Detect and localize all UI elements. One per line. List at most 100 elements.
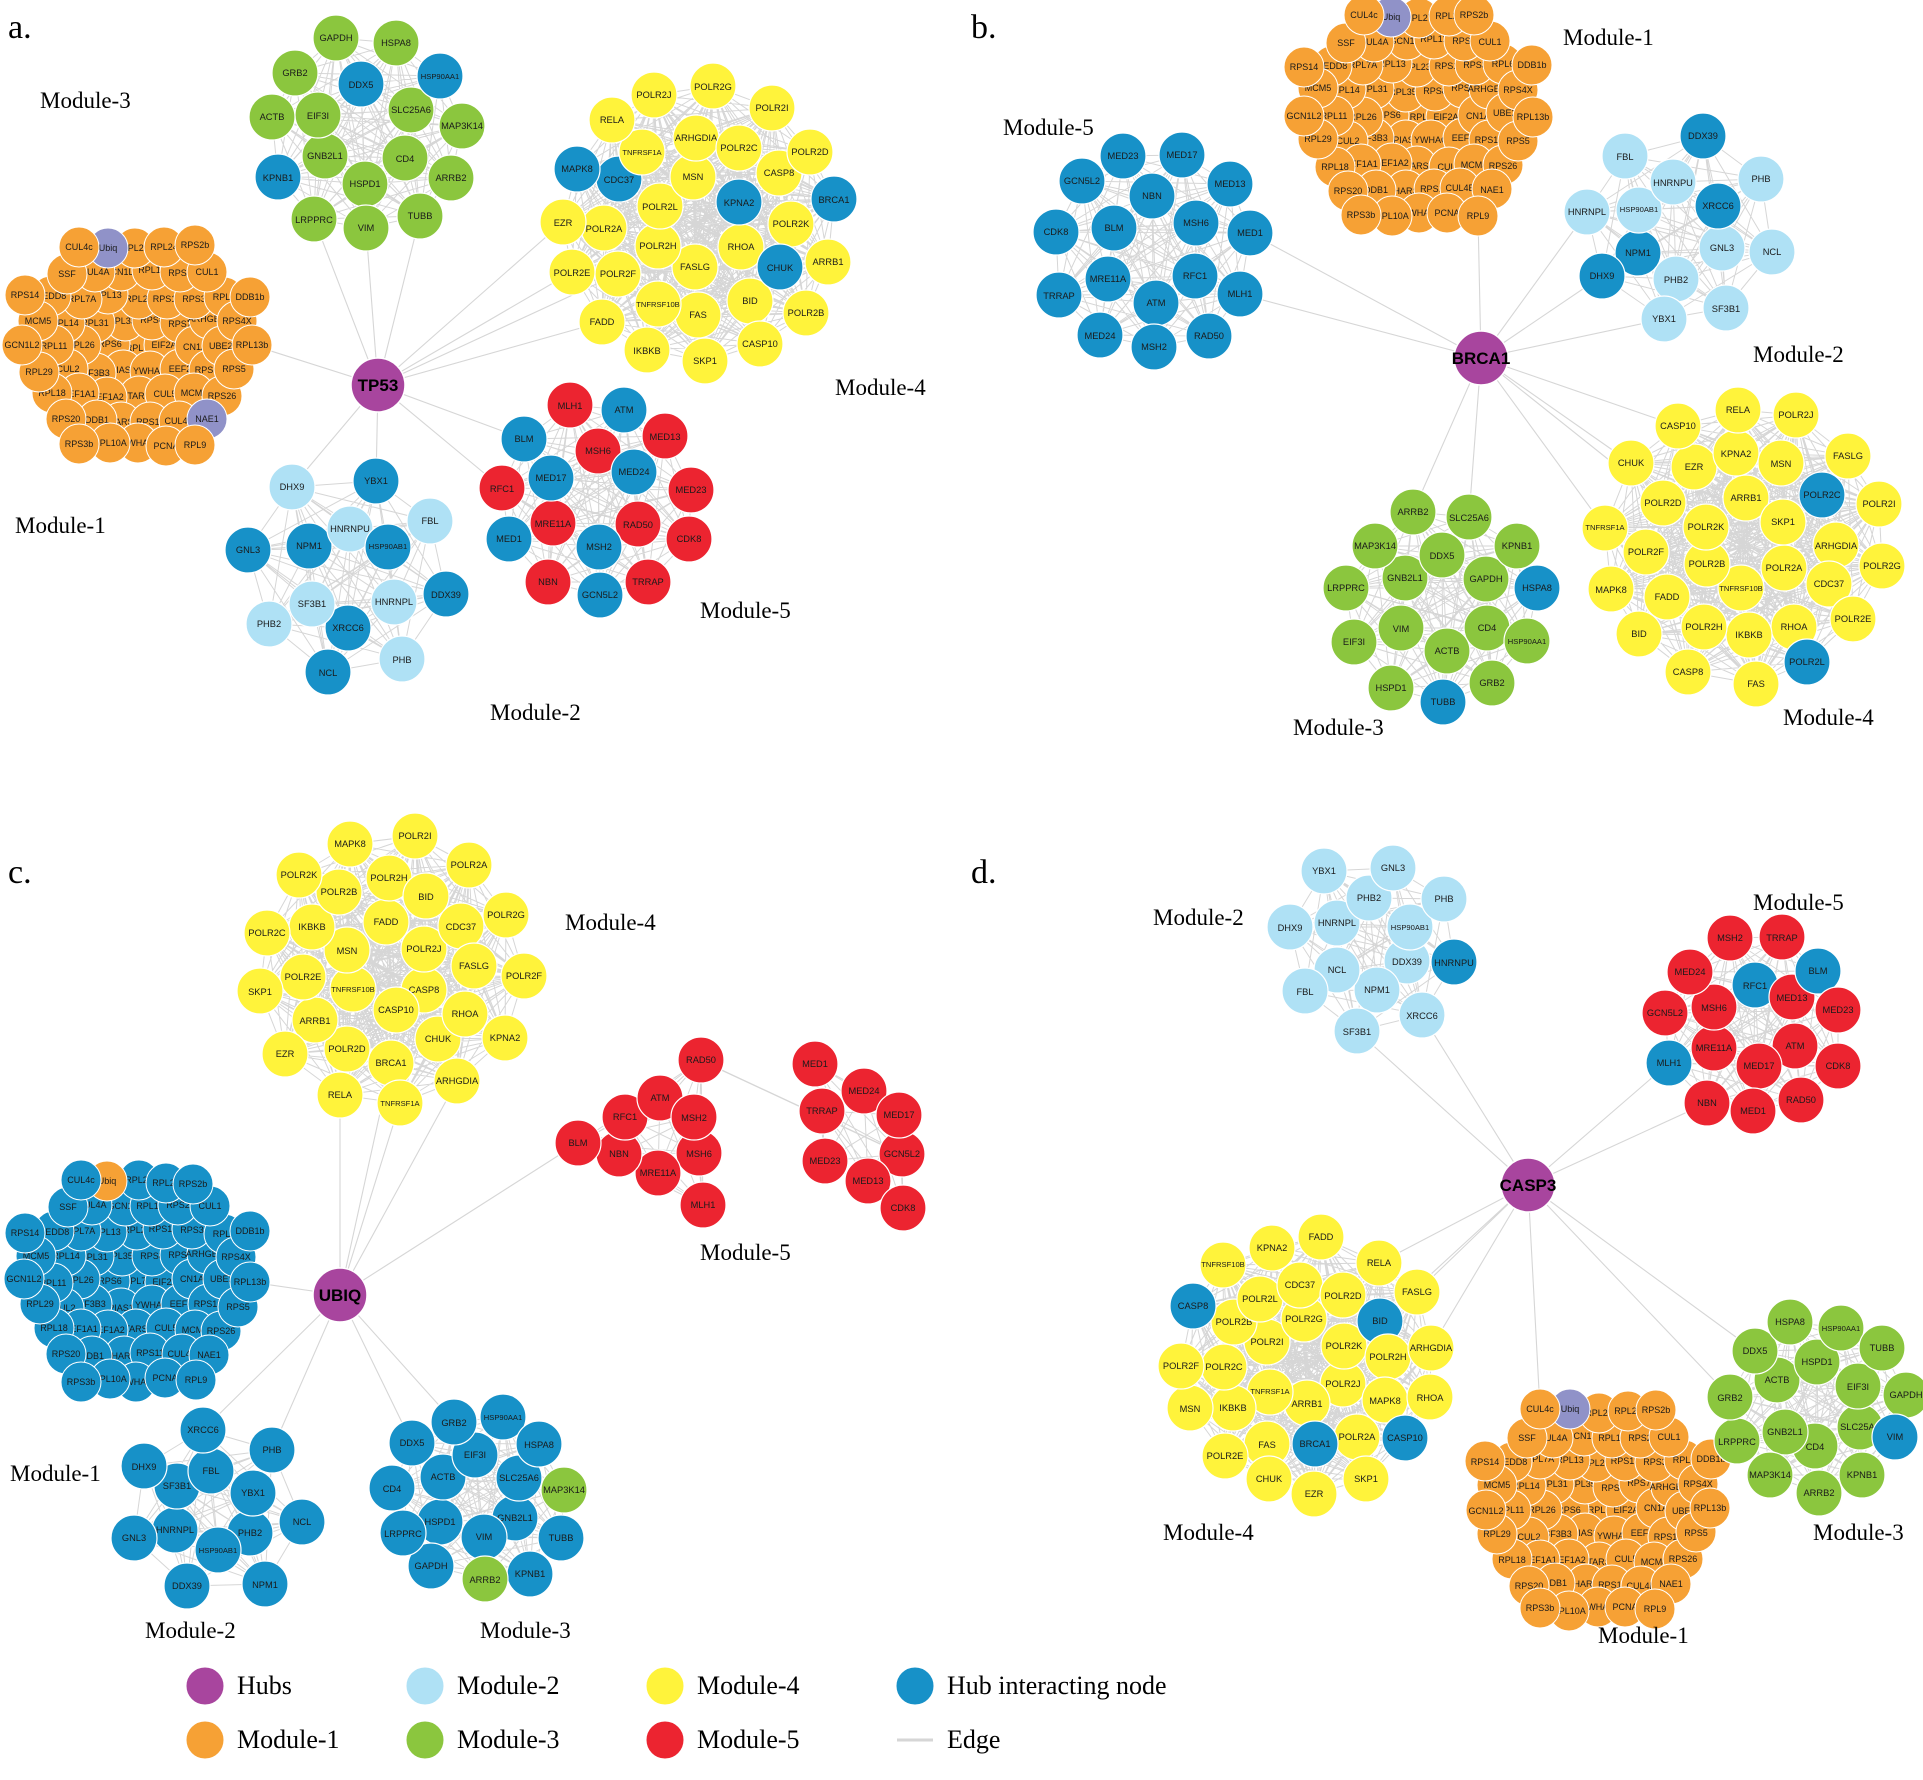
svg-text:HSPD1: HSPD1 (349, 179, 380, 189)
svg-text:MSH6: MSH6 (585, 446, 611, 456)
svg-text:MED1: MED1 (802, 1059, 828, 1069)
svg-text:POLR2K: POLR2K (281, 870, 318, 880)
svg-text:POLR2J: POLR2J (636, 90, 671, 100)
svg-text:POLR2B: POLR2B (788, 308, 825, 318)
svg-text:CHUK: CHUK (1256, 1474, 1283, 1484)
svg-text:GCN5L2: GCN5L2 (582, 590, 618, 600)
svg-text:MED24: MED24 (1084, 331, 1115, 341)
svg-text:ATM: ATM (615, 405, 634, 415)
svg-text:POLR2L: POLR2L (642, 202, 678, 212)
svg-text:TNFRSF1A: TNFRSF1A (622, 148, 662, 157)
svg-text:CASP8: CASP8 (764, 168, 795, 178)
svg-text:FASLG: FASLG (459, 961, 489, 971)
svg-text:Module-1: Module-1 (15, 513, 106, 538)
svg-text:POLR2H: POLR2H (1369, 1352, 1406, 1362)
svg-text:DDX5: DDX5 (1743, 1346, 1768, 1356)
svg-text:CASP10: CASP10 (742, 339, 778, 349)
svg-text:IKBKB: IKBKB (298, 922, 325, 932)
svg-text:SKP1: SKP1 (693, 356, 717, 366)
svg-text:RPL9: RPL9 (1467, 211, 1490, 221)
svg-text:VIM: VIM (1887, 1432, 1904, 1442)
svg-text:RAD50: RAD50 (623, 520, 653, 530)
svg-text:DDX39: DDX39 (431, 590, 461, 600)
svg-text:MED23: MED23 (809, 1156, 840, 1166)
svg-text:TUBB: TUBB (1431, 697, 1456, 707)
svg-text:CDK8: CDK8 (1826, 1061, 1851, 1071)
svg-text:Module-3: Module-3 (40, 88, 131, 113)
svg-text:RPS4X: RPS4X (1683, 1479, 1713, 1489)
svg-text:RPS2b: RPS2b (179, 1179, 208, 1189)
svg-text:NBN: NBN (538, 577, 558, 587)
svg-text:POLR2K: POLR2K (1688, 522, 1725, 532)
svg-text:Ubiq: Ubiq (99, 243, 118, 253)
svg-text:BLM: BLM (1808, 966, 1827, 976)
svg-text:MSH2: MSH2 (586, 542, 612, 552)
svg-text:HNRNPL: HNRNPL (375, 597, 413, 607)
svg-text:DDX5: DDX5 (400, 1438, 425, 1448)
svg-text:PHB: PHB (1434, 894, 1453, 904)
svg-text:NAE1: NAE1 (197, 1350, 221, 1360)
svg-text:KPNB1: KPNB1 (1502, 541, 1533, 551)
svg-text:BLM: BLM (568, 1138, 587, 1148)
svg-text:MRE11A: MRE11A (1696, 1043, 1733, 1053)
svg-text:RELA: RELA (328, 1090, 353, 1100)
svg-text:DHX9: DHX9 (1590, 271, 1615, 281)
svg-text:RPS2b: RPS2b (1460, 10, 1489, 20)
svg-text:RPL29: RPL29 (1483, 1529, 1511, 1539)
svg-text:BLM: BLM (1104, 223, 1123, 233)
svg-text:RHOA: RHOA (1781, 622, 1809, 632)
svg-text:CUL5: CUL5 (153, 389, 176, 399)
svg-text:SSF: SSF (1337, 38, 1355, 48)
svg-text:NBN: NBN (1142, 191, 1162, 201)
svg-text:DHX9: DHX9 (1278, 923, 1303, 933)
svg-text:NCL: NCL (1328, 965, 1347, 975)
svg-text:Hub interacting node: Hub interacting node (947, 1671, 1167, 1700)
svg-text:HSP90AA1: HSP90AA1 (1822, 1324, 1860, 1333)
svg-text:HSP90AB1: HSP90AB1 (199, 1546, 237, 1555)
svg-text:RPS5: RPS5 (1684, 1528, 1708, 1538)
svg-text:RPS20: RPS20 (52, 1349, 81, 1359)
svg-text:SKP1: SKP1 (248, 987, 272, 997)
svg-text:KPNA2: KPNA2 (724, 198, 755, 208)
svg-text:NAE1: NAE1 (1480, 185, 1504, 195)
svg-text:POLR2H: POLR2H (1685, 622, 1722, 632)
svg-text:RPL18: RPL18 (1321, 162, 1349, 172)
svg-text:MAP3K14: MAP3K14 (543, 1485, 585, 1495)
svg-text:POLR2E: POLR2E (1207, 1451, 1244, 1461)
svg-text:FADD: FADD (1309, 1232, 1334, 1242)
svg-text:POLR2J: POLR2J (1778, 410, 1813, 420)
svg-text:ARHGDIA: ARHGDIA (436, 1076, 479, 1086)
svg-text:DHX9: DHX9 (280, 482, 305, 492)
svg-text:FAS: FAS (1258, 1440, 1276, 1450)
svg-text:RPS2b: RPS2b (1642, 1405, 1671, 1415)
svg-text:GNL3: GNL3 (122, 1533, 146, 1543)
svg-text:CDK8: CDK8 (891, 1203, 916, 1213)
svg-text:MED1: MED1 (1237, 228, 1263, 238)
svg-text:POLR2A: POLR2A (586, 224, 623, 234)
svg-text:POLR2F: POLR2F (600, 269, 636, 279)
svg-text:ACTB: ACTB (260, 112, 285, 122)
svg-text:Module-2: Module-2 (1753, 342, 1844, 367)
svg-text:DHX9: DHX9 (132, 1462, 157, 1472)
svg-text:KPNB1: KPNB1 (515, 1569, 546, 1579)
svg-text:GNL3: GNL3 (236, 545, 260, 555)
svg-text:RPS3b: RPS3b (1347, 210, 1376, 220)
svg-text:POLR2D: POLR2D (1324, 1291, 1361, 1301)
svg-text:DDB1b: DDB1b (1517, 60, 1546, 70)
svg-text:MED17: MED17 (535, 473, 566, 483)
svg-text:POLR2B: POLR2B (321, 887, 358, 897)
svg-text:MSH6: MSH6 (1701, 1003, 1727, 1013)
svg-text:POLR2C: POLR2C (1803, 490, 1840, 500)
svg-text:ARRB1: ARRB1 (812, 257, 843, 267)
svg-text:RPL11: RPL11 (1321, 111, 1348, 121)
svg-text:RPS4X: RPS4X (222, 316, 252, 326)
svg-text:EIF3I: EIF3I (307, 111, 329, 121)
svg-text:ARHGDIA: ARHGDIA (675, 133, 718, 143)
svg-text:RFC1: RFC1 (1183, 271, 1207, 281)
svg-text:ACTB: ACTB (431, 1472, 456, 1482)
svg-text:Module-4: Module-4 (1783, 705, 1874, 730)
svg-text:ARRB1: ARRB1 (1291, 1399, 1322, 1409)
svg-text:POLR2G: POLR2G (487, 910, 525, 920)
svg-text:BID: BID (1631, 629, 1647, 639)
svg-text:HSP90AB1: HSP90AB1 (1620, 205, 1658, 214)
